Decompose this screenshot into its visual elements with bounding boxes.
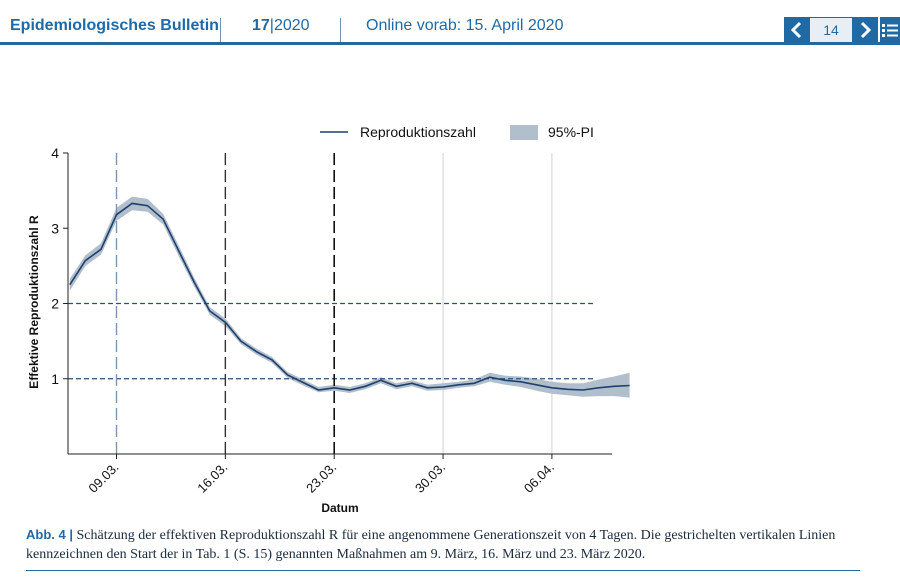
- legend-line-label: Reproduktionszahl: [360, 124, 476, 140]
- reproduction-number-chart: 1 2 3 4 09.03. 16.03. 23.03. 30.03. 06.04. Effe…: [27, 124, 630, 515]
- reference-lines: [68, 302, 596, 380]
- x-tick-label: 16.03.: [194, 460, 230, 496]
- chevron-left-icon: [790, 21, 802, 39]
- x-ticks: 09.03. 16.03. 23.03. 30.03. 06.04.: [85, 454, 557, 496]
- previous-page-button[interactable]: [784, 17, 810, 43]
- legend-band-label: 95%-PI: [548, 124, 594, 140]
- x-tick-label: 30.03.: [412, 460, 448, 496]
- header-separator: [220, 18, 221, 42]
- issue-year: 2020: [273, 17, 310, 34]
- y-ticks: 1 2 3 4: [51, 145, 68, 387]
- caption-text: Schätzung der effektiven Reproduktionsza…: [26, 528, 836, 562]
- legend: Reproduktionszahl 95%-PI: [320, 124, 594, 140]
- issue-number: 17: [252, 17, 270, 34]
- next-page-button[interactable]: [852, 17, 878, 43]
- y-tick-label: 3: [51, 220, 59, 236]
- header-separator: [340, 18, 341, 42]
- page-header: Epidemiologisches Bulletin 17|2020 Onlin…: [0, 0, 900, 45]
- x-tick-label: 09.03.: [85, 460, 121, 496]
- caption-label: Abb. 4 |: [26, 527, 73, 542]
- y-tick-label: 4: [51, 145, 59, 161]
- prediction-interval-band: [69, 196, 630, 398]
- page-number: 14: [810, 17, 852, 43]
- y-tick-label: 1: [51, 371, 59, 387]
- y-axis-label: Effektive Reproduktionszahl R: [27, 215, 41, 389]
- table-of-contents-button[interactable]: [880, 17, 900, 43]
- x-tick-label: 06.04.: [521, 460, 557, 496]
- journal-title[interactable]: Epidemiologisches Bulletin: [10, 17, 219, 34]
- bottom-rule: [26, 570, 860, 571]
- legend-band-swatch: [510, 125, 538, 140]
- x-tick-label: 23.03.: [303, 460, 339, 496]
- chevron-right-icon: [860, 21, 872, 39]
- x-axis-label: Datum: [321, 501, 358, 515]
- figure-caption: Abb. 4 | Schätzung der effektiven Reprod…: [26, 525, 866, 564]
- online-date: Online vorab: 15. April 2020: [366, 17, 564, 34]
- header-rule: [0, 42, 900, 45]
- y-tick-label: 2: [51, 296, 59, 312]
- list-menu-icon: [882, 24, 898, 37]
- issue-label: 17|2020: [252, 17, 310, 34]
- reproduction-number-line: [69, 202, 630, 391]
